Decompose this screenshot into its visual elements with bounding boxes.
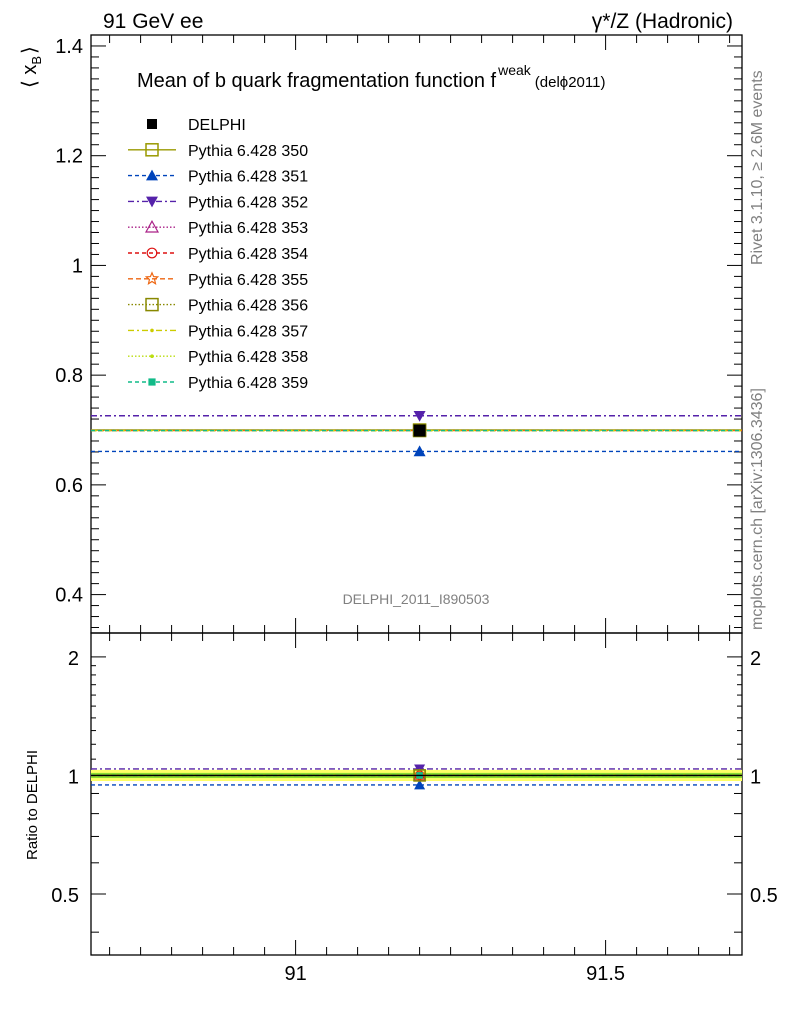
ylabel-end: ⟩ bbox=[19, 46, 41, 54]
legend-entry: Pythia 6.428 355 bbox=[128, 271, 308, 289]
legend-marker bbox=[146, 196, 158, 208]
legend-entry: Pythia 6.428 356 bbox=[128, 298, 308, 315]
ratio-series bbox=[91, 764, 742, 790]
legend-entry: Pythia 6.428 352 bbox=[128, 194, 308, 211]
ratio-marker bbox=[414, 779, 426, 790]
series-352 bbox=[91, 410, 742, 422]
legend-marker bbox=[145, 297, 159, 312]
series-351 bbox=[91, 445, 742, 457]
header-left-label: 91 GeV ee bbox=[103, 10, 203, 33]
legend-entry: Pythia 6.428 353 bbox=[128, 219, 308, 237]
legend-label: Pythia 6.428 355 bbox=[188, 272, 308, 289]
legend-label: Pythia 6.428 351 bbox=[188, 169, 308, 186]
legend-entry: Pythia 6.428 359 bbox=[128, 375, 308, 392]
y-tick-label: 1.2 bbox=[55, 146, 83, 168]
ratio-y-tick-label: 2 bbox=[68, 648, 79, 670]
ratio-y-tick-label-right: 1 bbox=[750, 766, 761, 788]
legend-marker bbox=[150, 328, 154, 333]
legend-marker bbox=[150, 354, 154, 359]
legend-marker bbox=[146, 169, 158, 181]
ratio-y-tick-label: 1 bbox=[68, 766, 79, 788]
ratio-y-tick-label-right: 0.5 bbox=[750, 885, 778, 907]
legend-label: Pythia 6.428 356 bbox=[188, 298, 308, 315]
legend-marker bbox=[146, 247, 158, 259]
series-delphi bbox=[413, 424, 426, 437]
header-right-label: γ*/Z (Hadronic) bbox=[592, 10, 733, 33]
legend-marker bbox=[148, 378, 156, 386]
legend-marker bbox=[144, 219, 160, 233]
ratio-plot-frame bbox=[90, 632, 743, 956]
y-tick-label: 0.4 bbox=[55, 585, 83, 607]
ylabel-sub: B bbox=[29, 56, 44, 65]
legend-entry: Pythia 6.428 351 bbox=[128, 169, 308, 186]
legend-marker bbox=[145, 143, 159, 157]
ratio-ticks: 0.5 0.5 1 1 2 2 bbox=[51, 648, 778, 933]
ratio-y-axis-label: Ratio to DELPHI bbox=[24, 750, 41, 860]
title-suffix: (delϕ2011) bbox=[535, 74, 606, 91]
legend-entry: DELPHI bbox=[147, 117, 246, 134]
rivet-version-label: Rivet 3.1.10, ≥ 2.6M events bbox=[749, 70, 766, 265]
y-tick-label: 1.4 bbox=[55, 36, 83, 58]
ratio-y-tick-label-right: 2 bbox=[750, 648, 761, 670]
legend-label: Pythia 6.428 353 bbox=[188, 220, 308, 237]
legend-label: DELPHI bbox=[188, 117, 246, 134]
analysis-label: DELPHI_2011_I890503 bbox=[343, 591, 490, 607]
ratio-series-351 bbox=[91, 779, 742, 790]
main-ticks: 0.4 0.6 0.8 1 1.2 1.4 bbox=[55, 36, 742, 629]
legend-label: Pythia 6.428 354 bbox=[188, 246, 308, 263]
legend-entry: Pythia 6.428 358 bbox=[128, 349, 308, 366]
y-tick-label: 0.6 bbox=[55, 475, 83, 497]
legend-entry: Pythia 6.428 350 bbox=[128, 143, 308, 160]
legend-label: Pythia 6.428 359 bbox=[188, 375, 308, 392]
x-tick-label: 91.5 bbox=[586, 963, 625, 985]
title-text: Mean of b quark fragmentation function f bbox=[137, 70, 497, 92]
legend-label: Pythia 6.428 352 bbox=[188, 194, 308, 211]
legend-entry: Pythia 6.428 357 bbox=[128, 323, 308, 340]
series-marker bbox=[413, 424, 426, 437]
y-tick-label: 0.8 bbox=[55, 365, 83, 387]
series-marker bbox=[413, 445, 426, 457]
legend-entry: Pythia 6.428 354 bbox=[128, 246, 308, 263]
legend-label: Pythia 6.428 350 bbox=[188, 143, 308, 160]
main-title: Mean of b quark fragmentation function f… bbox=[137, 62, 605, 92]
series-marker bbox=[413, 410, 426, 422]
title-superscript: weak bbox=[497, 62, 532, 78]
y-tick-label: 1 bbox=[72, 255, 83, 277]
legend-label: Pythia 6.428 357 bbox=[188, 323, 308, 340]
ratio-y-tick-label: 0.5 bbox=[51, 885, 79, 907]
legend-label: Pythia 6.428 358 bbox=[188, 349, 308, 366]
ylabel-main: ⟨ x bbox=[19, 65, 41, 88]
x-ticks: 91 91.5 bbox=[109, 35, 731, 985]
x-tick-label: 91 bbox=[284, 963, 306, 985]
main-series bbox=[91, 410, 742, 457]
main-y-axis-label: ⟨ xB ⟩ bbox=[19, 46, 44, 88]
legend-marker bbox=[147, 119, 157, 129]
mcplots-label: mcplots.cern.ch [arXiv:1306.3436] bbox=[749, 388, 766, 630]
legend: DELPHI Pythia 6.428 350 Pythia 6.428 351 Py… bbox=[128, 117, 308, 392]
legend-marker bbox=[144, 271, 160, 285]
svg-text:⟨ xB⟩: ⟨ xB ⟩ bbox=[19, 46, 44, 88]
